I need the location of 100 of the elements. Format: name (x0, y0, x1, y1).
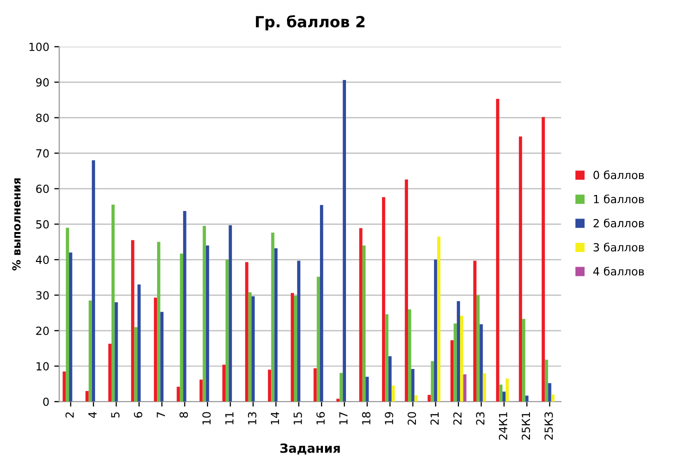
bar (476, 295, 480, 402)
y-tick-label: 80 (36, 114, 49, 122)
bar (314, 368, 317, 402)
bar (226, 260, 229, 402)
bar (340, 372, 343, 402)
bar (480, 324, 483, 402)
x-axis-title: Задания (280, 443, 340, 454)
bar (271, 232, 274, 402)
bar (85, 390, 89, 402)
bar (428, 394, 431, 402)
x-tick-label: 8 (180, 412, 188, 418)
y-tick-label: 30 (36, 291, 49, 300)
x-tick-label: 16 (316, 412, 325, 424)
bar (206, 245, 210, 402)
bar (506, 378, 509, 402)
bar (183, 211, 186, 402)
bar (62, 371, 66, 402)
y-tick-label: 90 (36, 78, 49, 87)
bar (542, 116, 545, 402)
y-tick-label: 40 (36, 256, 49, 264)
bar (473, 260, 476, 402)
bar (137, 284, 141, 402)
bar (66, 228, 70, 402)
bar (404, 179, 408, 402)
x-tick-label: 2 (65, 412, 74, 418)
x-tick-label: 25К1 (522, 412, 530, 440)
x-tick-label: 25К3 (544, 412, 553, 440)
bar (430, 361, 434, 402)
bar (437, 236, 440, 402)
bar (408, 309, 412, 402)
legend-label: 4 баллов (593, 266, 644, 276)
bar (108, 344, 112, 402)
x-tick-label: 7 (156, 412, 165, 418)
bar (385, 314, 388, 402)
bar (202, 226, 206, 402)
bar (131, 240, 134, 402)
bar (342, 80, 346, 402)
bar (496, 98, 500, 402)
bar (222, 364, 226, 402)
bar (248, 292, 252, 402)
bar (525, 396, 528, 402)
bar (548, 383, 552, 402)
bar (294, 296, 298, 402)
bar (252, 296, 255, 402)
y-tick-label: 20 (36, 326, 49, 336)
bar (450, 340, 454, 402)
bar (411, 368, 414, 402)
bar (502, 392, 506, 402)
legend-label: 3 баллов (594, 242, 644, 252)
bar (290, 293, 294, 402)
bar (316, 276, 320, 402)
y-axis-title: % выполнения (12, 178, 21, 270)
x-tick-label: 21 (430, 412, 439, 425)
y-tick-label: 10 (36, 362, 49, 371)
bar (388, 356, 392, 402)
x-tick-label: 10 (202, 412, 211, 424)
bar (499, 384, 502, 402)
x-tick-label: 19 (384, 412, 394, 424)
bar (482, 373, 486, 402)
bar (460, 316, 464, 402)
bar (268, 370, 272, 402)
bar (154, 298, 158, 402)
bar (228, 225, 232, 402)
bar (518, 136, 522, 402)
x-tick-label: 20 (408, 412, 416, 425)
y-tick-label: 0 (43, 398, 49, 406)
bar (245, 262, 248, 402)
bar (359, 228, 362, 402)
bar (392, 386, 395, 402)
bar (200, 380, 203, 402)
bar (92, 160, 96, 402)
bar (160, 312, 164, 402)
bar (434, 260, 438, 402)
bar (454, 324, 457, 402)
x-tick-label: 18 (362, 412, 370, 424)
legend-label: 2 баллов (594, 218, 644, 228)
bar (382, 197, 386, 402)
bar (88, 300, 92, 402)
bar (544, 360, 548, 402)
x-tick-label: 14 (270, 412, 280, 424)
y-tick-label: 60 (36, 184, 49, 194)
legend-label: 1 баллов (594, 194, 644, 204)
bar (522, 318, 526, 402)
bar (157, 242, 160, 402)
bar (456, 301, 460, 402)
x-tick-label: 22 (453, 412, 462, 425)
bar (114, 302, 118, 402)
y-tick-label: 100 (30, 42, 49, 52)
bar (176, 386, 180, 402)
bar (180, 254, 184, 402)
y-tick-label: 70 (36, 149, 49, 158)
x-tick-label: 11 (225, 412, 234, 424)
y-tick-label: 50 (36, 220, 49, 229)
x-tick-label: 13 (248, 412, 256, 424)
bar (551, 394, 554, 402)
chart-title: Гр. баллов 2 (256, 15, 364, 30)
bar (274, 248, 278, 402)
bar (463, 374, 466, 402)
x-tick-label: 5 (111, 412, 120, 418)
bar (414, 395, 418, 402)
